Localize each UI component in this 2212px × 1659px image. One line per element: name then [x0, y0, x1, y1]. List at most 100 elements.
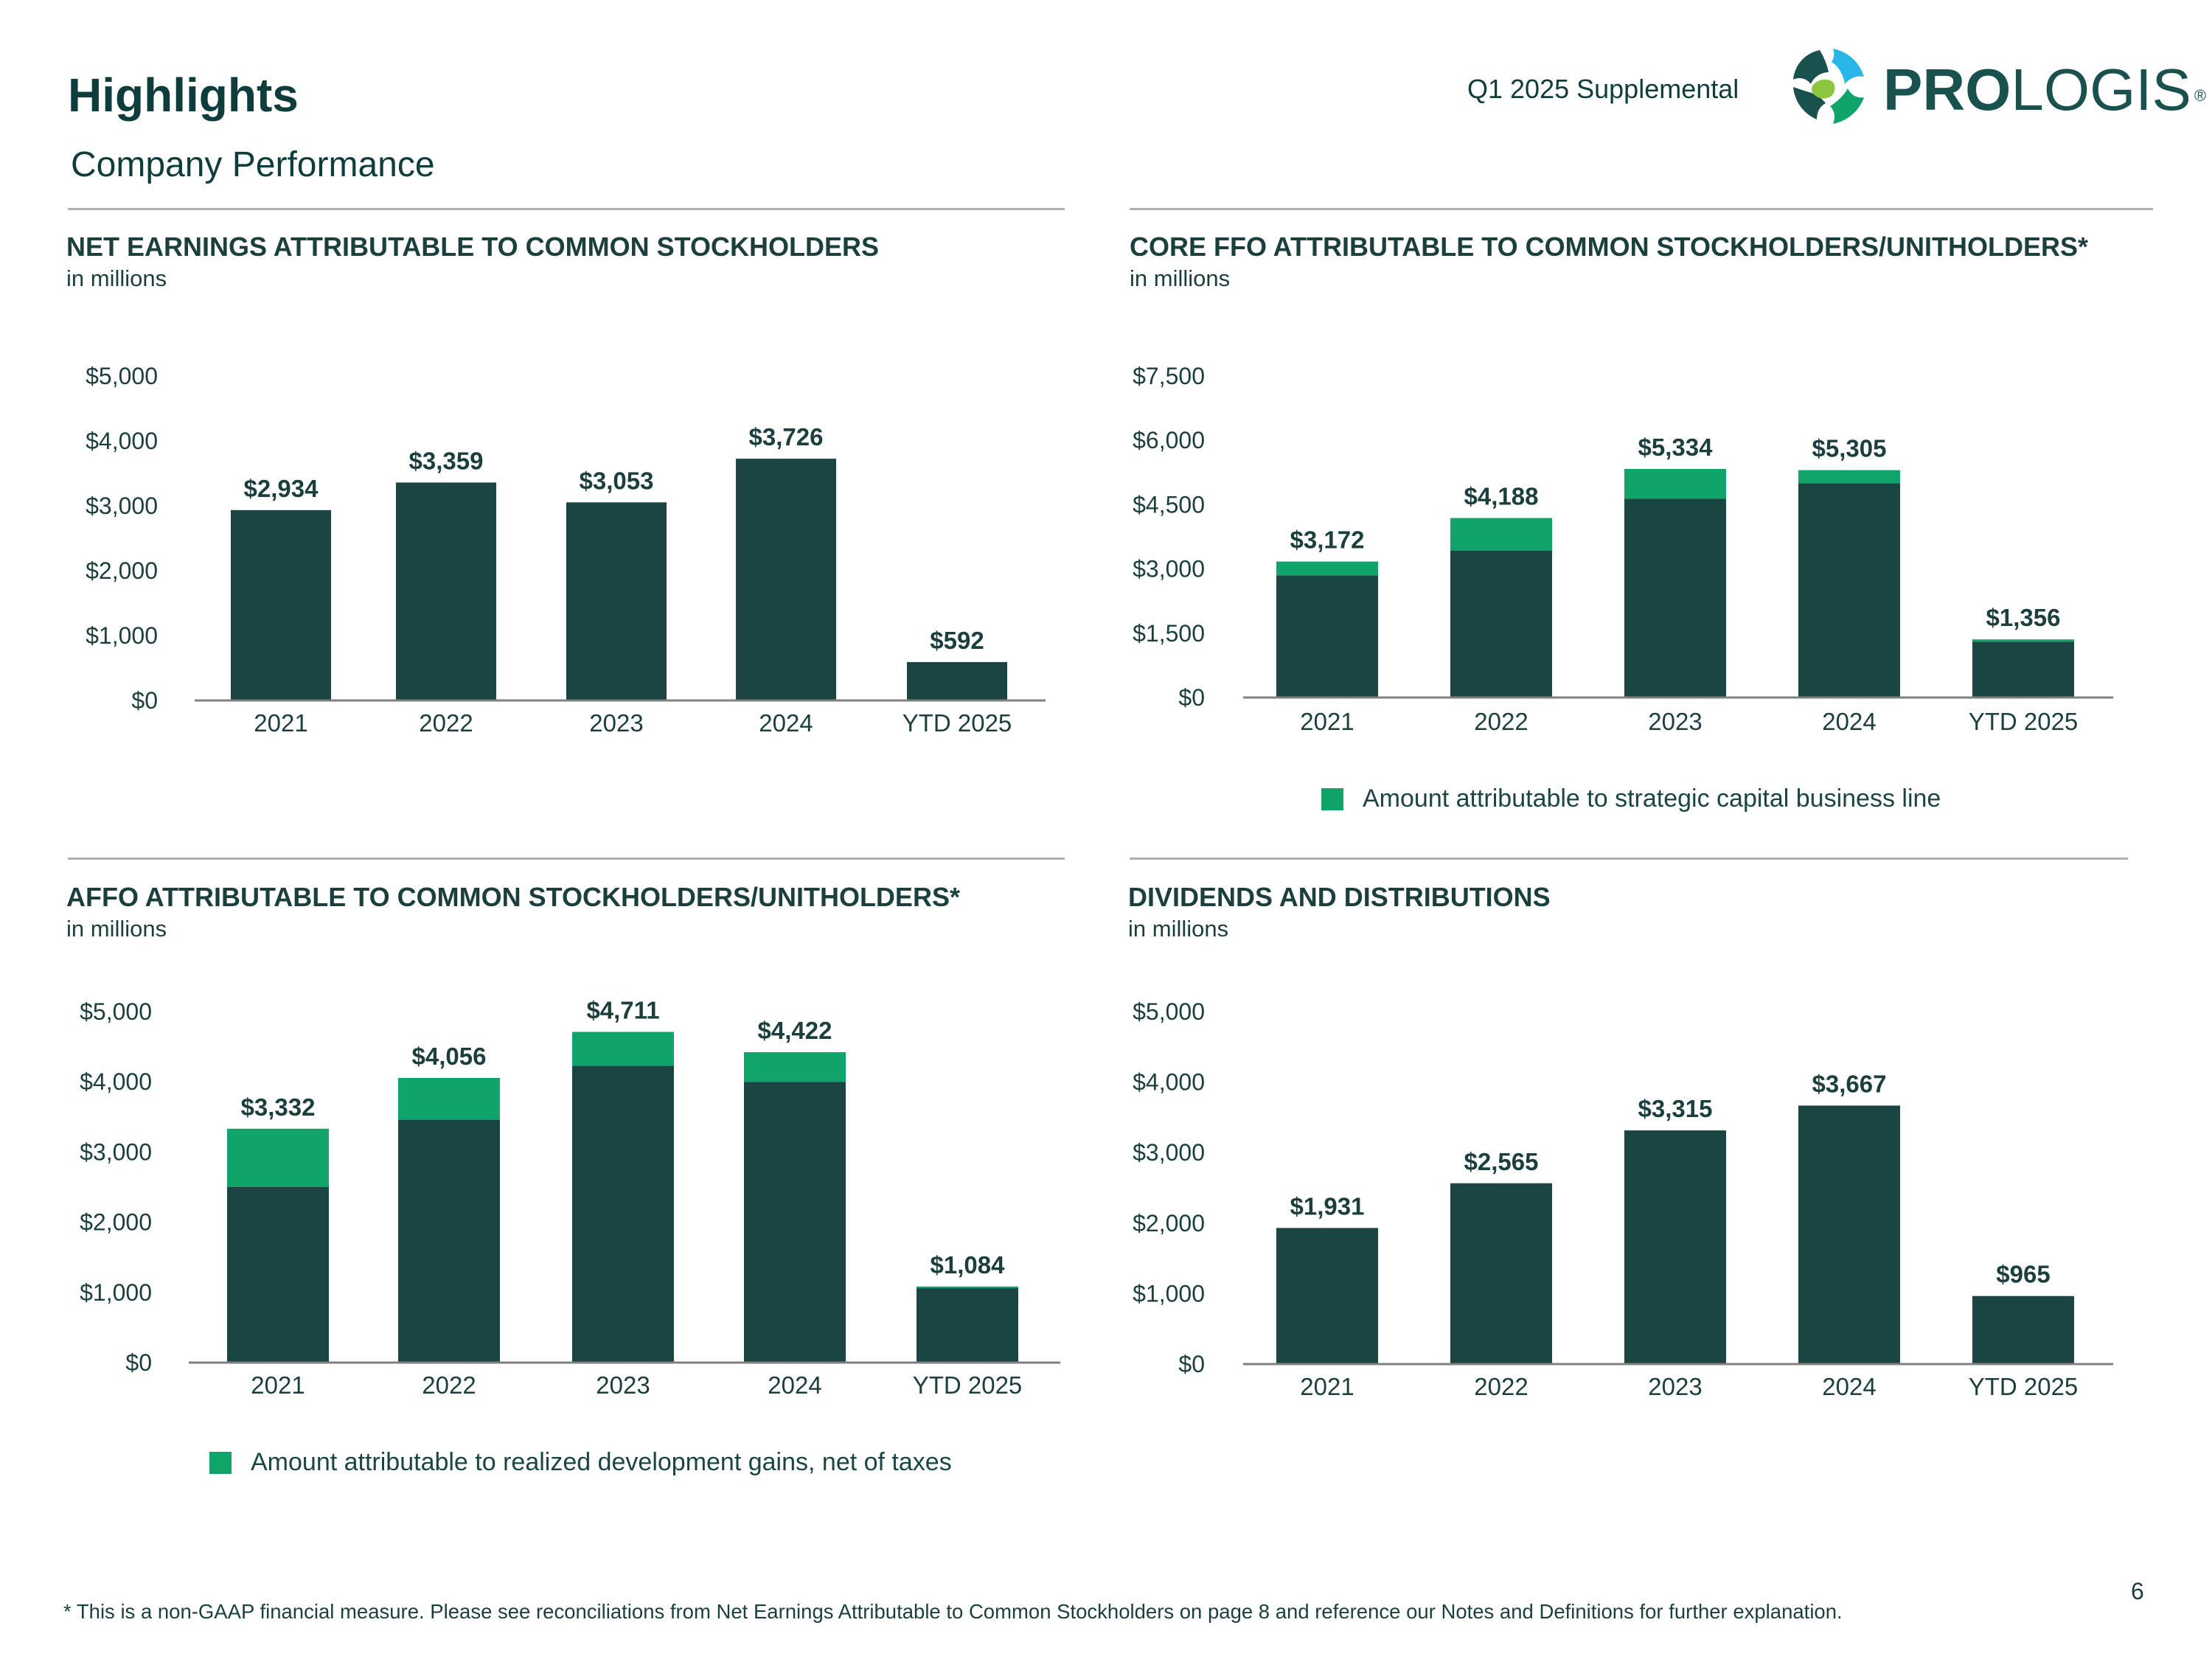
core_ffo-bar-green — [1624, 468, 1726, 499]
dividends-y-tick-label: $5,000 — [1133, 998, 1205, 1025]
dividends-data-label: $2,565 — [1464, 1148, 1539, 1175]
affo-x-tick-label: 2024 — [768, 1371, 821, 1399]
core_ffo-bar-base — [1276, 575, 1378, 698]
dividends-x-tick-label: 2022 — [1474, 1373, 1528, 1400]
dividends-y-tick-label: $3,000 — [1133, 1139, 1205, 1166]
logo-wordmark: PROLOGIS ® — [1883, 57, 2207, 122]
core-ffo-title: CORE FFO ATTRIBUTABLE TO COMMON STOCKHOL… — [1130, 232, 2088, 262]
net_earnings-data-label: $592 — [930, 627, 984, 654]
net_earnings-x-tick-label: 2021 — [254, 709, 307, 737]
net_earnings-data-label: $3,359 — [409, 447, 484, 474]
affo-y-tick-label: $1,000 — [80, 1279, 152, 1306]
affo-x-tick-label: YTD 2025 — [913, 1371, 1023, 1399]
core_ffo-bar-green — [1276, 561, 1378, 576]
dividends-bar-base — [1276, 1228, 1378, 1364]
core_ffo-bar-base — [1450, 550, 1552, 698]
affo-bar-base — [398, 1119, 500, 1363]
affo-y-tick-label: $5,000 — [80, 998, 152, 1025]
affo-data-label: $1,084 — [931, 1251, 1006, 1279]
net_earnings-y-tick-label: $3,000 — [86, 493, 158, 519]
core_ffo-y-tick-label: $0 — [1178, 684, 1205, 711]
core_ffo-x-tick-label: 2021 — [1300, 708, 1354, 735]
net_earnings-bar-base — [231, 509, 331, 700]
dividends-y-tick-label: $4,000 — [1133, 1069, 1205, 1096]
core_ffo-y-tick-label: $3,000 — [1133, 556, 1205, 582]
net_earnings-x-tick-label: 2022 — [419, 709, 473, 737]
core_ffo-y-tick-label: $7,500 — [1133, 363, 1205, 389]
net_earnings-bar-base — [736, 459, 836, 700]
affo-bar-base — [227, 1187, 329, 1363]
globe-icon — [1792, 49, 1865, 124]
core_ffo-y-tick-label: $4,500 — [1133, 491, 1205, 518]
net-earnings-units: in millions — [66, 265, 167, 291]
dividends-bar-base — [1798, 1105, 1900, 1364]
net-earnings-title: NET EARNINGS ATTRIBUTABLE TO COMMON STOC… — [66, 232, 879, 262]
core_ffo-data-label: $5,305 — [1812, 435, 1887, 462]
core_ffo-x-tick-label: YTD 2025 — [1969, 708, 2079, 735]
core-ffo-legend: Amount attributable to strategic capital… — [1321, 785, 1941, 813]
affo-x-tick-label: 2022 — [422, 1371, 476, 1399]
legend-label: Amount attributable to strategic capital… — [1363, 785, 1941, 813]
dividends-data-label: $965 — [1996, 1261, 2050, 1288]
core_ffo-x-tick-label: 2022 — [1474, 708, 1528, 735]
net_earnings-x-tick-label: YTD 2025 — [902, 709, 1012, 737]
affo-bar-green — [398, 1077, 500, 1120]
core_ffo-x-tick-label: 2023 — [1648, 708, 1702, 735]
core_ffo-bar-green — [1798, 470, 1900, 484]
net_earnings-bar-base — [907, 661, 1007, 700]
dividends-bar-base — [1450, 1183, 1552, 1364]
dividends-units: in millions — [1128, 916, 1229, 942]
affo-y-tick-label: $0 — [125, 1349, 152, 1376]
net_earnings-y-tick-label: $2,000 — [86, 557, 158, 584]
affo-data-label: $4,711 — [586, 997, 659, 1024]
affo-bar-green — [744, 1052, 846, 1082]
core_ffo-bar-base — [1624, 498, 1726, 698]
dividends-data-label: $3,667 — [1812, 1070, 1887, 1097]
core_ffo-bar-green — [1972, 639, 2074, 642]
affo-data-label: $4,422 — [758, 1017, 832, 1044]
dividends-y-tick-label: $2,000 — [1133, 1210, 1205, 1237]
core_ffo-data-label: $3,172 — [1290, 526, 1365, 554]
net_earnings-bar-base — [566, 502, 667, 700]
divider-top-left — [68, 208, 1065, 210]
dividends-x-tick-label: 2023 — [1648, 1373, 1702, 1400]
affo-units: in millions — [66, 916, 167, 942]
affo-bar-green — [572, 1032, 674, 1066]
report-label: Q1 2025 Supplemental — [1467, 74, 1739, 104]
core_ffo-data-label: $4,188 — [1464, 483, 1539, 510]
legend-swatch — [1321, 787, 1343, 810]
affo-y-tick-label: $2,000 — [80, 1209, 152, 1236]
net_earnings-y-tick-label: $4,000 — [86, 428, 158, 454]
dividends-x-tick-label: 2024 — [1822, 1373, 1876, 1400]
affo-bar-base — [744, 1082, 846, 1363]
affo-data-label: $3,332 — [241, 1093, 316, 1121]
core_ffo-data-label: $5,334 — [1638, 434, 1714, 461]
net_earnings-data-label: $2,934 — [244, 475, 319, 502]
core-ffo-units: in millions — [1130, 265, 1231, 291]
dividends-data-label: $1,931 — [1290, 1192, 1365, 1220]
dividends-y-tick-label: $1,000 — [1133, 1280, 1205, 1307]
affo-y-tick-label: $3,000 — [80, 1138, 152, 1165]
affo-bar-base — [917, 1288, 1018, 1363]
divider-bottom-left — [68, 858, 1065, 860]
dividends-y-tick-label: $0 — [1178, 1351, 1205, 1377]
dividends-x-tick-label: YTD 2025 — [1969, 1373, 2079, 1400]
net_earnings-y-tick-label: $1,000 — [86, 622, 158, 649]
core_ffo-bar-green — [1450, 518, 1552, 551]
net_earnings-x-tick-label: 2023 — [589, 709, 643, 737]
net_earnings-data-label: $3,053 — [580, 467, 654, 494]
net_earnings-y-tick-label: $0 — [131, 687, 158, 714]
core_ffo-y-tick-label: $1,500 — [1133, 620, 1205, 647]
affo-title: AFFO ATTRIBUTABLE TO COMMON STOCKHOLDERS… — [66, 882, 960, 912]
footnote: * This is a non-GAAP financial measure. … — [63, 1600, 1843, 1623]
dividends-x-tick-label: 2021 — [1300, 1373, 1354, 1400]
net_earnings-bar-base — [396, 482, 496, 700]
affo-y-tick-label: $4,000 — [80, 1068, 152, 1095]
core_ffo-y-tick-label: $6,000 — [1133, 427, 1205, 453]
dividends-data-label: $3,315 — [1638, 1095, 1713, 1122]
dividends-title: DIVIDENDS AND DISTRIBUTIONS — [1128, 882, 1551, 912]
page-number: 6 — [2131, 1578, 2144, 1604]
page-subtitle: Company Performance — [71, 145, 435, 184]
affo-x-tick-label: 2023 — [596, 1371, 650, 1399]
net_earnings-data-label: $3,726 — [749, 423, 824, 451]
